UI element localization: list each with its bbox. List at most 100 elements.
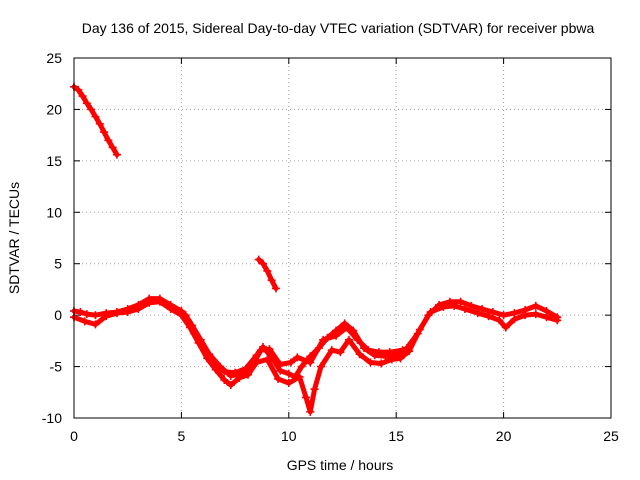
- data-point: [211, 365, 220, 374]
- y-tick-label: 10: [46, 204, 62, 220]
- data-point: [317, 362, 326, 371]
- data-point: [484, 312, 493, 321]
- y-tick-label: -10: [42, 410, 62, 426]
- data-point: [385, 348, 394, 357]
- data-point: [284, 369, 293, 378]
- data-point: [306, 358, 315, 367]
- x-tick-label: 15: [388, 428, 404, 444]
- data-point: [364, 346, 373, 355]
- data-point: [460, 304, 469, 313]
- data-point: [76, 308, 85, 317]
- data-point: [327, 346, 336, 355]
- data-point: [478, 304, 487, 313]
- data-point: [112, 150, 121, 159]
- data-point: [216, 362, 225, 371]
- series-trace: [71, 84, 120, 158]
- data-point: [82, 99, 91, 108]
- data-point: [112, 309, 121, 318]
- data-point: [336, 348, 345, 357]
- grid: [74, 58, 611, 418]
- x-tick-label: 20: [496, 428, 512, 444]
- data-point: [531, 301, 540, 310]
- x-tick-label: 25: [603, 428, 619, 444]
- y-tick-label: 0: [54, 307, 62, 323]
- data-point: [226, 371, 235, 380]
- data-point: [145, 298, 154, 307]
- x-tick-label: 5: [178, 428, 186, 444]
- data-point: [274, 374, 283, 383]
- data-point: [256, 346, 265, 355]
- data-point: [450, 301, 459, 310]
- data-point: [310, 385, 319, 394]
- data-point: [91, 112, 100, 121]
- data-point: [439, 302, 448, 311]
- data-point: [355, 350, 364, 359]
- data-point: [166, 304, 175, 313]
- plot-frame: [73, 57, 612, 419]
- data-point: [332, 331, 341, 340]
- data-point: [102, 312, 111, 321]
- data-point: [531, 310, 540, 319]
- data-point: [123, 308, 132, 317]
- data-point: [301, 393, 310, 402]
- data-point: [510, 315, 519, 324]
- data-point: [473, 309, 482, 318]
- y-tick-label: 15: [46, 153, 62, 169]
- data-point: [499, 311, 508, 320]
- data-point: [91, 320, 100, 329]
- data-point: [246, 365, 255, 374]
- data-point: [353, 335, 362, 344]
- data-point: [267, 276, 276, 285]
- data-point: [155, 297, 164, 306]
- data-point: [377, 359, 386, 368]
- data-point: [82, 310, 91, 319]
- y-tick-label: 20: [46, 101, 62, 117]
- data-point: [405, 347, 414, 356]
- data-point: [181, 311, 190, 320]
- data-point: [415, 325, 424, 334]
- y-axis-label: SDTVAR / TECUs: [6, 182, 22, 294]
- data-point: [286, 358, 295, 367]
- data-point: [87, 105, 96, 114]
- data-point: [108, 143, 117, 152]
- data-point: [254, 255, 263, 264]
- data-point: [488, 308, 497, 317]
- data-point: [521, 311, 530, 320]
- data-point: [95, 119, 104, 128]
- series-segment-b: [254, 255, 280, 293]
- data-point: [74, 85, 83, 94]
- data-point: [366, 358, 375, 367]
- data-point: [205, 350, 214, 359]
- data-point: [344, 335, 353, 344]
- data-point: [293, 353, 302, 362]
- data-point: [284, 379, 293, 388]
- series-trace: [71, 296, 560, 380]
- series-main-band-2: [70, 297, 562, 416]
- data-point: [263, 355, 272, 364]
- data-point: [398, 346, 407, 355]
- data-point: [265, 345, 274, 354]
- x-tick-label: 10: [281, 428, 297, 444]
- data-point: [220, 375, 229, 384]
- data-point: [134, 304, 143, 313]
- series-segment-a: [70, 82, 121, 159]
- data-point: [456, 297, 465, 306]
- y-tick-label: 25: [46, 50, 62, 66]
- data-point: [297, 362, 306, 371]
- data-point: [226, 381, 235, 390]
- data-point: [495, 316, 504, 325]
- data-point: [263, 266, 272, 275]
- x-tick-label: 0: [70, 428, 78, 444]
- data-point: [91, 311, 100, 320]
- data-point: [259, 259, 268, 268]
- data-point: [276, 360, 285, 369]
- data-point: [237, 369, 246, 378]
- data-point: [196, 335, 205, 344]
- data-point: [501, 323, 510, 332]
- data-point: [553, 316, 562, 325]
- data-point: [306, 407, 315, 416]
- data-point: [80, 317, 89, 326]
- data-point: [426, 308, 435, 317]
- series-trace: [183, 312, 406, 379]
